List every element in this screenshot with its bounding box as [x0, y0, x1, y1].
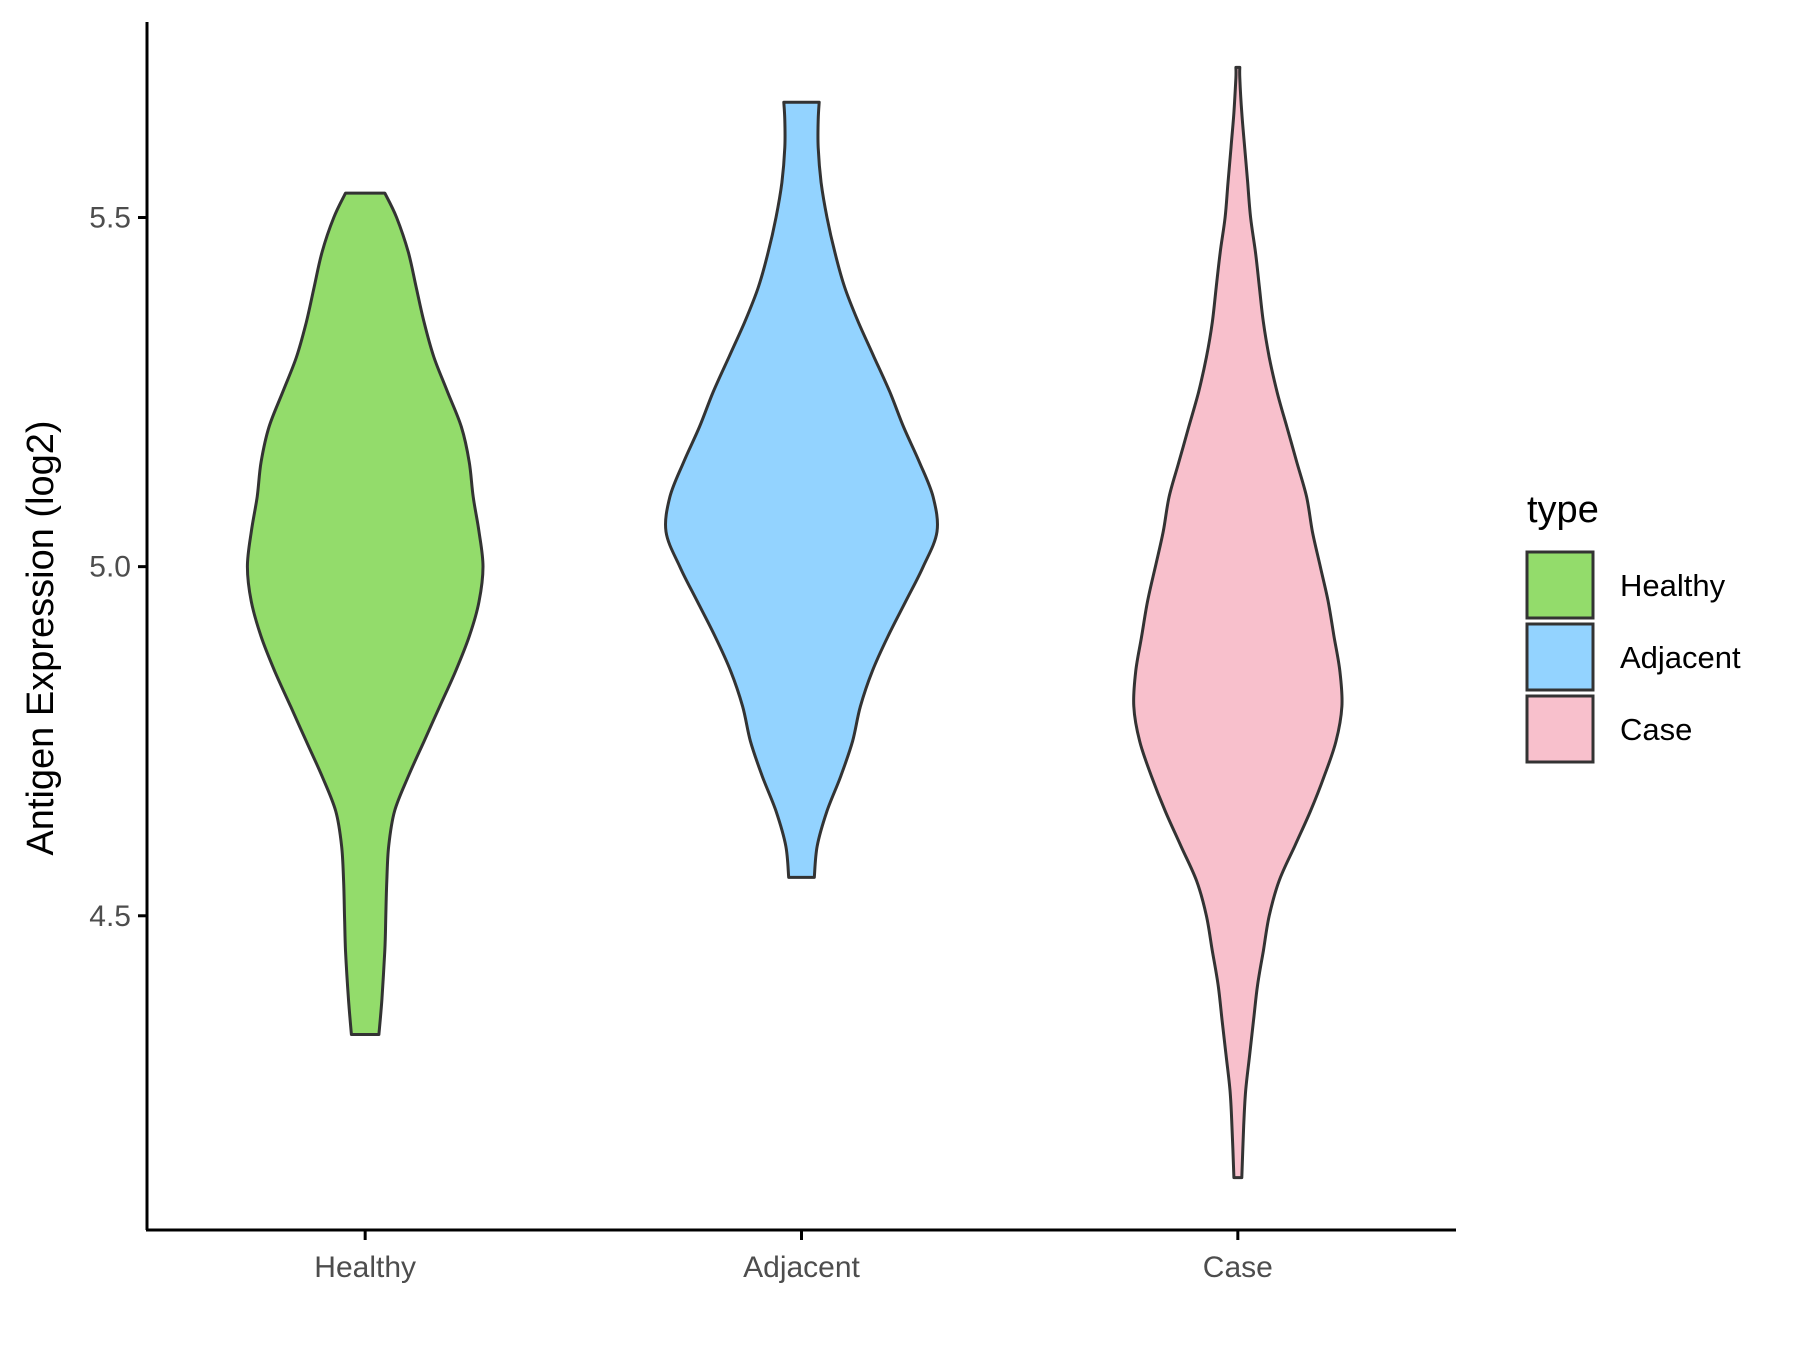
legend-swatch-case [1525, 694, 1595, 764]
y-tick-label: 5.0 [89, 551, 131, 584]
legend-label-case: Case [1620, 712, 1692, 747]
legend-swatch-healthy [1525, 550, 1595, 620]
legend-swatch-adjacent [1525, 622, 1595, 692]
x-tick-label-healthy: Healthy [314, 1251, 416, 1284]
x-axis-ticks: Healthy Adjacent Case [314, 1230, 1273, 1284]
violin-case [1132, 65, 1344, 1180]
legend-title: type [1527, 489, 1599, 531]
y-axis-title: Antigen Expression (log2) [20, 420, 62, 855]
violin-adjacent [664, 100, 939, 879]
y-tick-label: 4.5 [89, 900, 131, 933]
legend: Healthy Adjacent Case [1525, 550, 1741, 764]
violin-group [245, 65, 1344, 1180]
y-axis-ticks: 4.5 5.0 5.5 [89, 202, 147, 933]
legend-label-adjacent: Adjacent [1620, 640, 1741, 675]
violin-healthy [245, 191, 485, 1036]
x-tick-label-adjacent: Adjacent [743, 1251, 860, 1284]
y-tick-label: 5.5 [89, 202, 131, 235]
legend-label-healthy: Healthy [1620, 568, 1726, 603]
x-tick-label-case: Case [1203, 1251, 1273, 1284]
